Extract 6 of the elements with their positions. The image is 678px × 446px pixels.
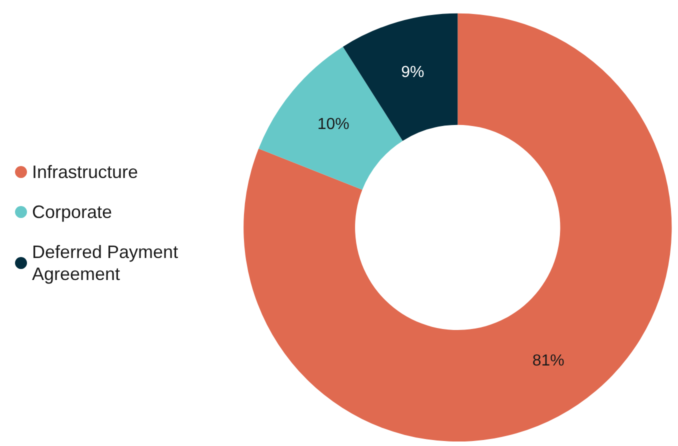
data-label: 10% (317, 116, 350, 134)
legend-label: Deferred Payment Agreement (32, 242, 184, 284)
legend-label: Infrastructure (32, 162, 138, 182)
legend-label: Corporate (32, 202, 112, 222)
data-label: 81% (532, 352, 564, 370)
data-label: 9% (401, 64, 424, 82)
